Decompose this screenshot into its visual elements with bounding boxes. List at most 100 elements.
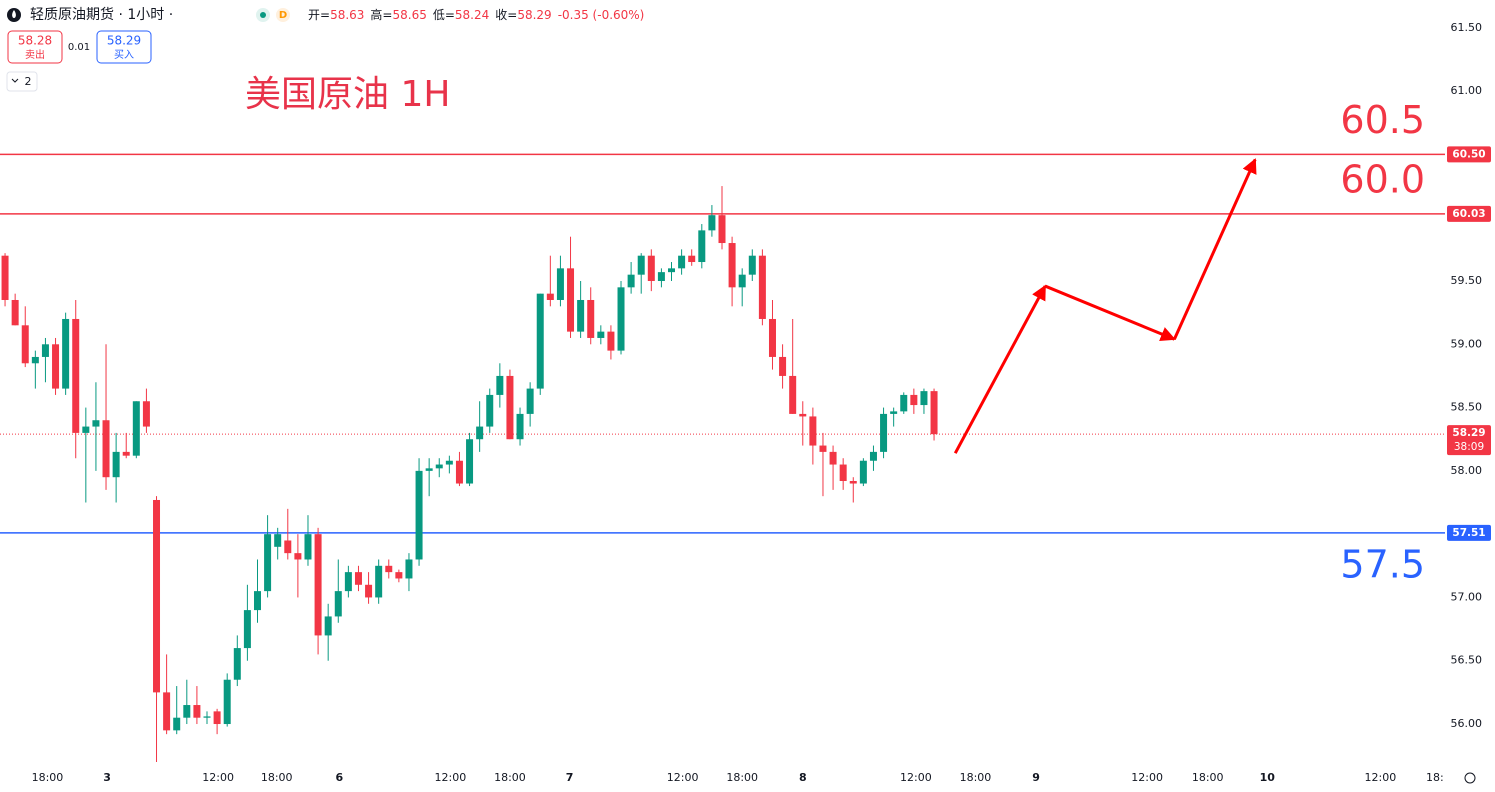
candle-body <box>173 717 181 731</box>
candle-body <box>213 711 221 725</box>
candle-body <box>405 559 413 579</box>
candle-body <box>910 394 918 406</box>
x-tick-label: 18:00 <box>32 771 64 784</box>
x-tick-label: 12:00 <box>1131 771 1163 784</box>
y-tick-label: 58.50 <box>1451 401 1483 414</box>
candle-body <box>516 413 524 440</box>
candle-body <box>647 255 655 282</box>
candle-body <box>354 572 362 585</box>
candle-body <box>334 591 342 617</box>
candle-body <box>365 584 373 598</box>
sell-button[interactable] <box>7 30 63 64</box>
symbol-title: 轻质原油期货 · 1小时 · <box>30 6 173 23</box>
status-dot <box>260 12 266 18</box>
candle-body <box>324 616 332 636</box>
candle-body <box>799 413 807 417</box>
last-price-label: 58.29 <box>1452 427 1485 439</box>
candle-body <box>597 331 605 338</box>
ohlc-label: 低= <box>433 8 455 22</box>
candle-body <box>92 420 100 427</box>
candle-body <box>496 375 504 395</box>
candle-body <box>536 293 544 389</box>
candle-body <box>466 439 474 484</box>
candle-body <box>829 451 837 465</box>
candle-body <box>304 534 312 560</box>
last-price-tag <box>1447 425 1491 456</box>
ohlc-value: 58.24 <box>455 8 489 22</box>
candle-body <box>526 388 534 414</box>
x-tick-label: 3 <box>103 771 111 784</box>
level-tag-label: 60.03 <box>1452 208 1485 220</box>
candle-body <box>294 553 302 560</box>
x-tick-label: 18:00 <box>494 771 526 784</box>
x-tick-label: 8 <box>799 771 807 784</box>
candle-body <box>274 534 282 547</box>
symbol-icon-drop <box>12 10 16 18</box>
ohlc-label: 收= <box>495 8 517 22</box>
candle-body <box>385 565 393 573</box>
candle-body <box>637 255 645 275</box>
countdown: 38:09 <box>1454 441 1484 453</box>
candle-body <box>567 268 575 332</box>
candle-body <box>31 356 39 364</box>
x-tick-label: 18: <box>1426 771 1444 784</box>
candle-body <box>344 572 352 592</box>
x-tick-label: 18:00 <box>726 771 758 784</box>
candle-body <box>375 565 383 598</box>
candle-body <box>930 391 938 435</box>
chevron <box>11 78 19 83</box>
candle-body <box>112 451 120 478</box>
candle-body <box>82 426 90 433</box>
candle-body <box>556 268 564 300</box>
level-tag <box>1447 524 1491 541</box>
candle-body <box>627 274 635 288</box>
x-tick-label: 12:00 <box>667 771 699 784</box>
candle-body <box>668 268 676 273</box>
candle-body <box>617 287 625 351</box>
candle-body <box>445 460 453 465</box>
candle-body <box>587 299 595 338</box>
candle-body <box>132 401 140 456</box>
candle-body <box>425 468 433 471</box>
y-tick-label: 61.00 <box>1451 84 1483 97</box>
candle-body <box>688 255 696 263</box>
badge: D <box>279 10 287 21</box>
level-note: 60.0 <box>1340 157 1425 201</box>
candle-body <box>284 540 292 554</box>
indicator-toggle[interactable] <box>6 71 38 92</box>
badge-bg <box>276 8 290 22</box>
sell-price: 58.28 <box>18 34 52 48</box>
forecast-arrow <box>1173 158 1257 340</box>
buy-button[interactable] <box>96 30 152 64</box>
forecast-arrow <box>1044 284 1176 342</box>
level-note: 60.5 <box>1340 98 1425 142</box>
buy-price: 58.29 <box>107 34 141 48</box>
candle-body <box>678 255 686 269</box>
candle-body <box>163 692 171 731</box>
candle-body <box>920 391 928 406</box>
candle-body <box>859 460 867 484</box>
candle-body <box>728 243 736 288</box>
candle-body <box>698 230 706 263</box>
x-tick-label: 18:00 <box>261 771 293 784</box>
x-tick-label: 10 <box>1260 771 1276 784</box>
candle-body <box>153 499 161 693</box>
sell-label: 卖出 <box>25 48 45 61</box>
candle-body <box>203 716 211 718</box>
candle-body <box>233 648 241 680</box>
settings-icon[interactable] <box>1464 772 1476 784</box>
candle-body <box>223 679 231 725</box>
candle-body <box>849 480 857 484</box>
candle-body <box>486 394 494 427</box>
candle-body <box>880 413 888 452</box>
candle-body <box>738 274 746 288</box>
candle-body <box>41 344 49 357</box>
candle-body <box>607 331 615 351</box>
indicator-count: 2 <box>25 75 32 88</box>
y-tick-label: 56.00 <box>1451 717 1483 730</box>
x-tick-label: 6 <box>335 771 343 784</box>
ohlc-value: 58.65 <box>392 8 426 22</box>
ohlc-label: 高= <box>370 7 392 22</box>
candle-body <box>506 375 514 440</box>
